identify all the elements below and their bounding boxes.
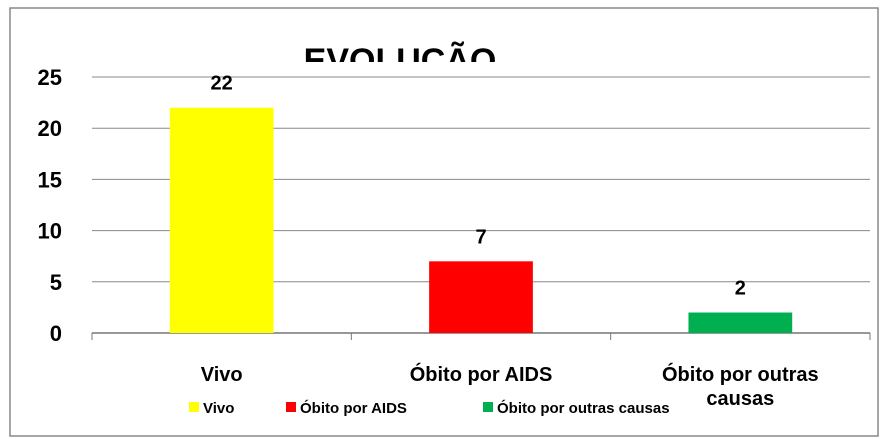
legend-label: Óbito por outras causas [497,399,670,417]
legend-label: Óbito por AIDS [300,399,407,417]
bar [688,312,793,333]
data-label: 7 [475,226,486,248]
y-tick-label: 15 [38,167,62,192]
x-tick-label: Óbito por outras causas [662,362,819,410]
data-label: 2 [735,278,746,300]
legend-swatch [483,402,493,412]
y-tick-label: 5 [50,270,62,295]
y-tick-label: 20 [38,116,62,141]
legend-swatch [189,402,199,412]
bar [429,261,533,333]
legend-label: Vivo [203,400,234,417]
y-tick-label: 25 [38,65,62,90]
data-label: 22 [211,73,233,95]
chart-title: EVOLUÇÃO [304,42,497,80]
x-tick-label: Vivo [201,364,243,386]
bar [169,107,274,333]
y-tick-label: 10 [38,219,62,244]
y-tick-label: 0 [50,321,62,346]
legend-swatch [286,402,296,412]
chart-frame [9,7,879,437]
x-tick-label: Óbito por AIDS [410,362,553,386]
